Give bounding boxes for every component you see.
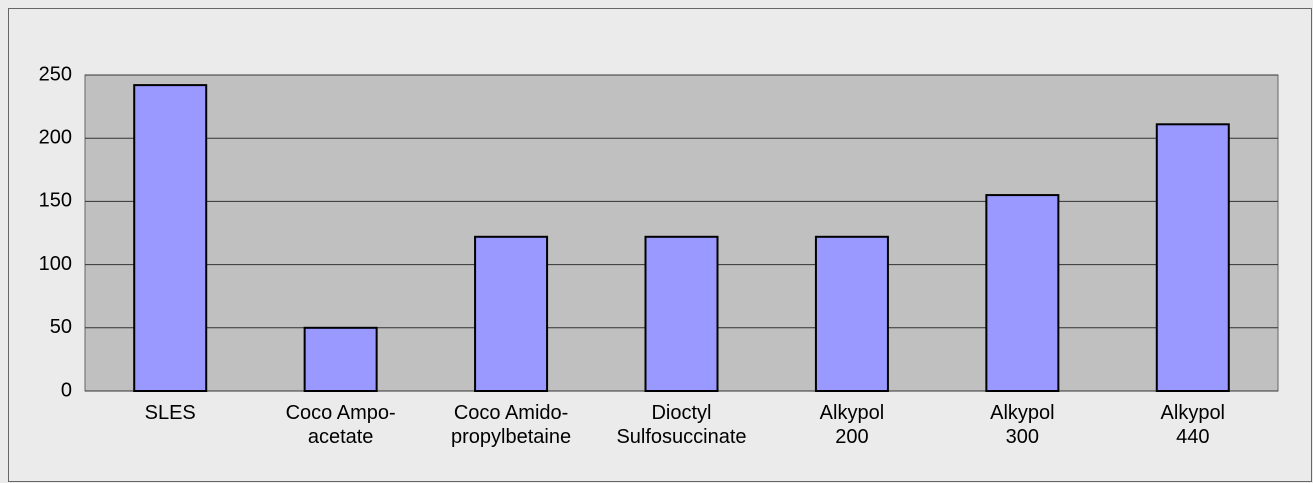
- bar: [985, 194, 1060, 392]
- x-tick-label: SLES: [145, 402, 196, 424]
- x-tick-label-line: acetate: [308, 426, 374, 448]
- x-tick-label: Alkypol 440: [1161, 402, 1225, 448]
- x-tick-label-line: Alkypol: [820, 402, 884, 424]
- x-tick-label-line: 440: [1176, 426, 1209, 448]
- x-tick-label-line: Alkypol: [990, 402, 1054, 424]
- x-tick-label: Coco Amido-propylbetaine: [451, 402, 571, 448]
- bar: [814, 235, 889, 392]
- y-tick-label: 250: [39, 63, 72, 85]
- bar: [1155, 123, 1230, 393]
- x-tick-label: Coco Ampo-acetate: [286, 402, 396, 448]
- x-tick-label-line: Coco Ampo-: [286, 402, 396, 424]
- y-tick-label: 100: [39, 253, 72, 275]
- x-tick-label-line: 300: [1006, 426, 1039, 448]
- x-tick-label-line: Dioctyl: [651, 402, 711, 424]
- x-tick-label-line: Sulfosuccinate: [616, 426, 746, 448]
- y-tick-label: 0: [61, 379, 72, 401]
- x-tick-label: Alkypol 300: [990, 402, 1054, 448]
- x-tick-label-line: Coco Amido-: [454, 402, 569, 424]
- bar: [303, 326, 378, 392]
- x-tick-label: Alkypol 200: [820, 402, 884, 448]
- x-tick-label-line: Alkypol: [1161, 402, 1225, 424]
- x-tick-label-line: 200: [835, 426, 868, 448]
- y-tick-label: 150: [39, 190, 72, 212]
- x-tick-label: Dioctyl Sulfosuccinate: [616, 402, 746, 448]
- bar: [644, 235, 719, 392]
- x-tick-label-line: propylbetaine: [451, 426, 571, 448]
- y-tick-label: 50: [50, 316, 72, 338]
- bar: [474, 235, 549, 392]
- y-tick-label: 200: [39, 126, 72, 148]
- bar: [133, 84, 208, 392]
- x-tick-label-line: SLES: [145, 402, 196, 424]
